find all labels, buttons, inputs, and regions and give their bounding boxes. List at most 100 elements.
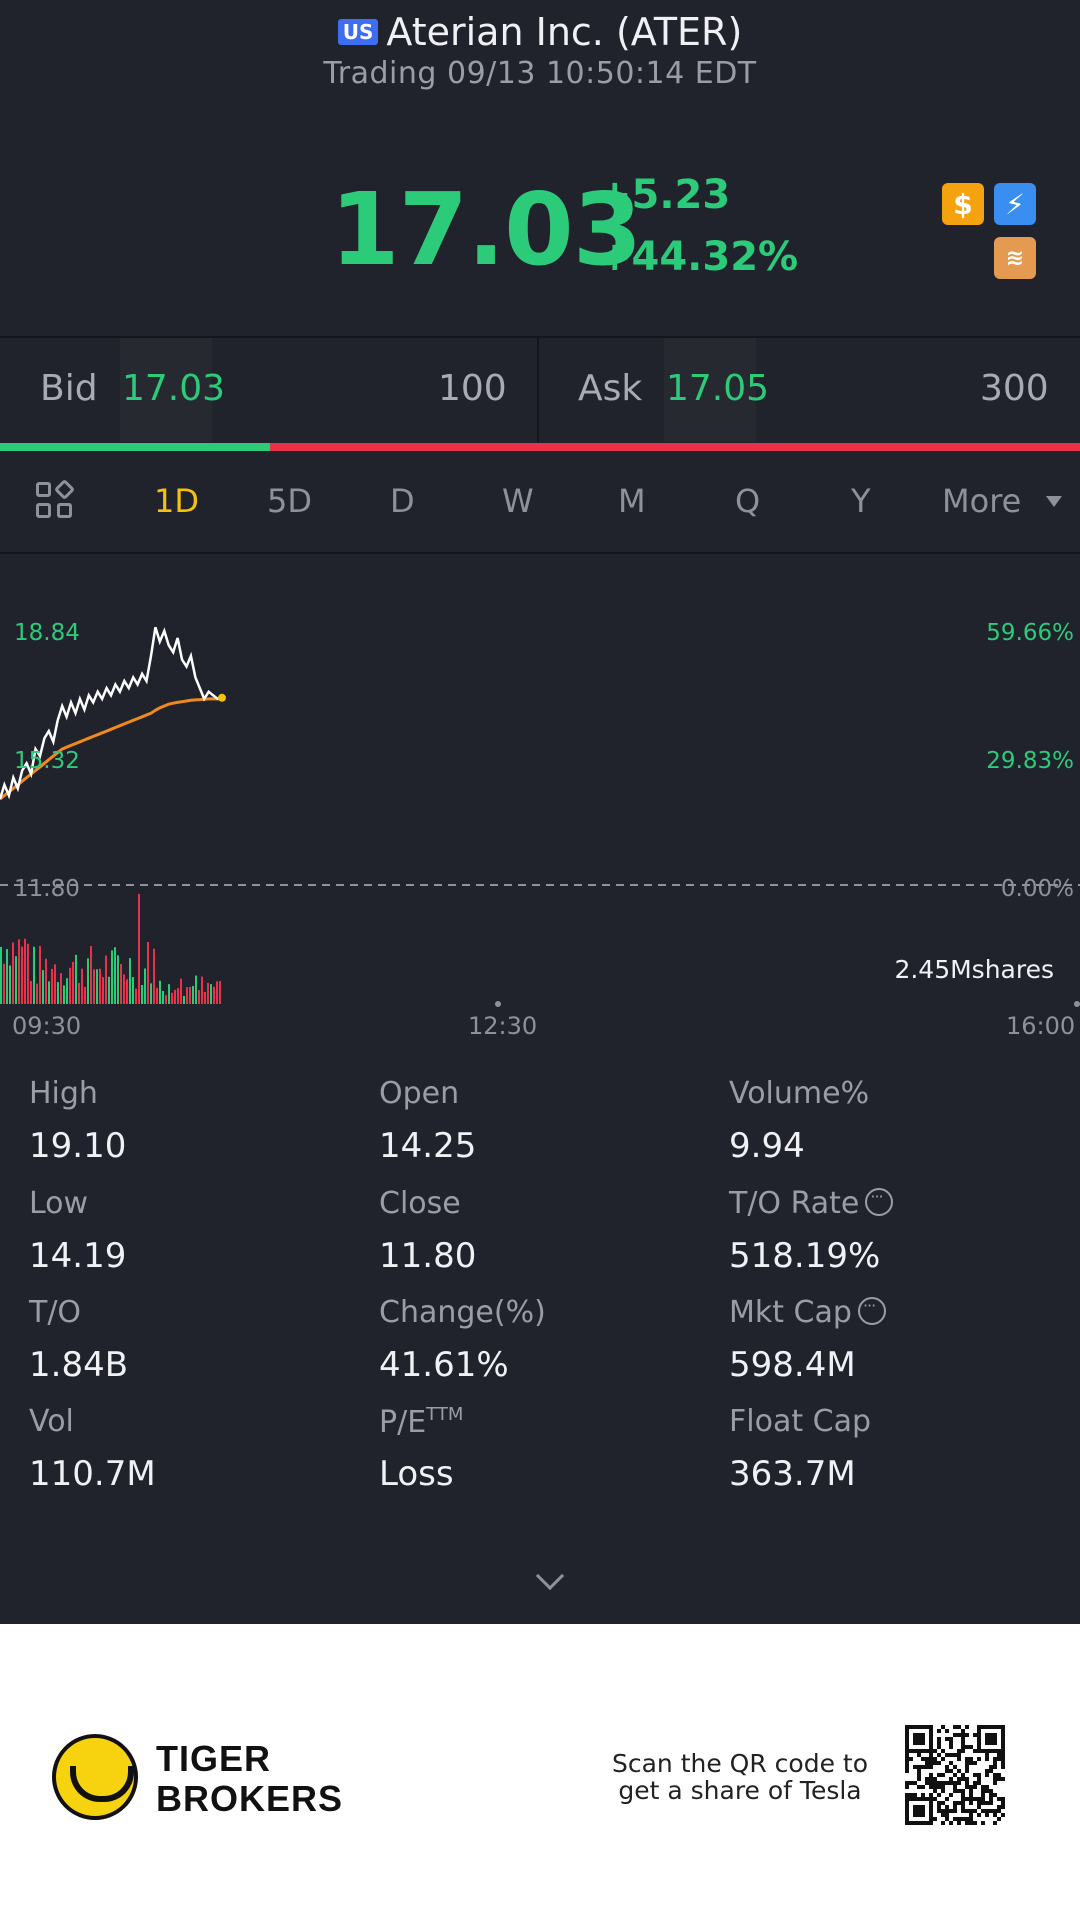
tab-q[interactable]: Q	[735, 482, 761, 520]
brand-line2: BROKERS	[156, 1778, 344, 1819]
ask-highlight	[664, 338, 756, 442]
bid-ask-ratio-bar	[0, 443, 1080, 451]
volume-bar	[63, 985, 65, 1004]
bid-ask-divider	[537, 338, 539, 442]
scan-text-line1: Scan the QR code to	[611, 1749, 869, 1778]
more-info-icon[interactable]	[857, 1296, 886, 1325]
market-badge: US	[337, 19, 379, 45]
ask-qty: 300	[980, 368, 1049, 409]
volume-bar	[27, 943, 29, 1004]
stat-value: 1.84B	[29, 1345, 129, 1385]
volume-bar	[159, 980, 161, 1004]
volume-bar	[177, 988, 179, 1004]
ask-price: 17.05	[666, 368, 770, 409]
scan-text-line2: get a share of Tesla	[618, 1776, 862, 1805]
volume-bar	[153, 948, 155, 1004]
y-pct-low: 0.00%	[1000, 876, 1074, 902]
volume-bar	[150, 983, 152, 1004]
volume-bar	[21, 946, 23, 1004]
stat-label-text: Mkt Cap	[729, 1295, 852, 1330]
flash-icon[interactable]: ⚡	[994, 183, 1036, 225]
stat-value: 19.10	[29, 1126, 127, 1166]
volume-bar	[48, 981, 50, 1004]
stat-label-text: Float Cap	[729, 1404, 872, 1439]
divider	[0, 336, 1080, 338]
bid-ratio-fill	[0, 443, 270, 451]
layout-grid-icon[interactable]	[36, 478, 76, 522]
y-pct-high: 59.66%	[986, 620, 1074, 646]
price-change: +5.23	[598, 172, 731, 218]
tab-w[interactable]: W	[502, 482, 534, 520]
last-price: 17.03	[330, 171, 642, 288]
price-line	[0, 626, 223, 800]
dollar-icon[interactable]: $	[942, 183, 984, 225]
price-change-pct: +44.32%	[598, 234, 799, 280]
volume-bar	[132, 976, 134, 1004]
stack-icon[interactable]: ≋	[994, 237, 1036, 279]
volume-bar	[12, 942, 14, 1004]
y-pct-mid: 29.83%	[986, 748, 1074, 774]
trading-status: Trading 09/13 10:50:14 EDT	[323, 56, 757, 91]
volume-bar	[219, 981, 221, 1004]
volume-bar	[108, 976, 110, 1004]
volume-bar	[141, 984, 143, 1004]
volume-bar	[15, 956, 17, 1004]
volume-bar	[102, 977, 104, 1004]
volume-bar	[186, 987, 188, 1004]
last-price-dot	[218, 693, 226, 702]
stat-label-text: P/E	[379, 1405, 427, 1440]
volume-bar	[87, 958, 89, 1004]
stat-value: 14.19	[29, 1236, 127, 1276]
tab-d[interactable]: D	[390, 482, 415, 520]
volume-bar	[78, 982, 80, 1004]
stat-value: 9.94	[729, 1126, 805, 1166]
bid-ask-panel[interactable]: Bid 17.03 100 Ask 17.05 300	[0, 338, 1080, 442]
volume-bar	[84, 986, 86, 1004]
more-info-icon[interactable]	[865, 1187, 894, 1216]
volume-bar	[69, 967, 71, 1004]
volume-bar	[189, 986, 191, 1004]
volume-bar	[183, 995, 185, 1004]
stat-label: High	[29, 1076, 98, 1111]
tab-more[interactable]: More	[942, 482, 1022, 520]
volume-bar	[105, 955, 107, 1004]
volume-bar	[201, 976, 203, 1004]
volume-bar	[96, 969, 98, 1004]
stock-title: US Aterian Inc. (ATER)	[0, 8, 1080, 56]
volume-bar	[24, 938, 26, 1004]
tab-m[interactable]: M	[618, 482, 646, 520]
stock-name: Aterian Inc. (ATER)	[386, 10, 743, 54]
stat-value: 41.61%	[379, 1345, 509, 1385]
volume-bar	[18, 939, 20, 1004]
volume-bar	[126, 979, 128, 1004]
stat-label: Close	[379, 1186, 461, 1221]
volume-bar	[75, 954, 77, 1004]
volume-bar	[81, 968, 83, 1004]
end-marker	[1074, 1001, 1080, 1007]
volume-bar	[9, 965, 11, 1004]
volume-label: 2.45Mshares	[894, 955, 1054, 984]
tab-5d[interactable]: 5D	[267, 482, 312, 520]
volume-bar	[72, 961, 74, 1004]
period-tabs: 1D 5D D W M Q Y More	[0, 452, 1080, 552]
volume-bar	[0, 946, 2, 1004]
volume-bar	[165, 995, 167, 1004]
stat-label: Volume%	[729, 1076, 869, 1111]
volume-bar	[66, 978, 68, 1004]
volume-bar	[195, 975, 197, 1004]
chevron-down-icon[interactable]	[1046, 496, 1062, 507]
tab-1d[interactable]: 1D	[154, 482, 199, 520]
volume-bars	[0, 894, 221, 1004]
stat-label-text: Low	[29, 1186, 89, 1221]
volume-bar	[156, 987, 158, 1004]
bid-highlight	[120, 338, 212, 442]
volume-bar	[99, 968, 101, 1004]
intraday-chart[interactable]	[0, 556, 1080, 1036]
time-label-close: 16:00	[1006, 1012, 1076, 1040]
mid-marker	[495, 1001, 501, 1007]
volume-bar	[33, 946, 35, 1004]
stat-label-text: Open	[379, 1076, 460, 1111]
tab-y[interactable]: Y	[851, 482, 871, 520]
stat-value: 363.7M	[729, 1454, 856, 1494]
stat-label-text: T/O Rate	[729, 1186, 860, 1221]
